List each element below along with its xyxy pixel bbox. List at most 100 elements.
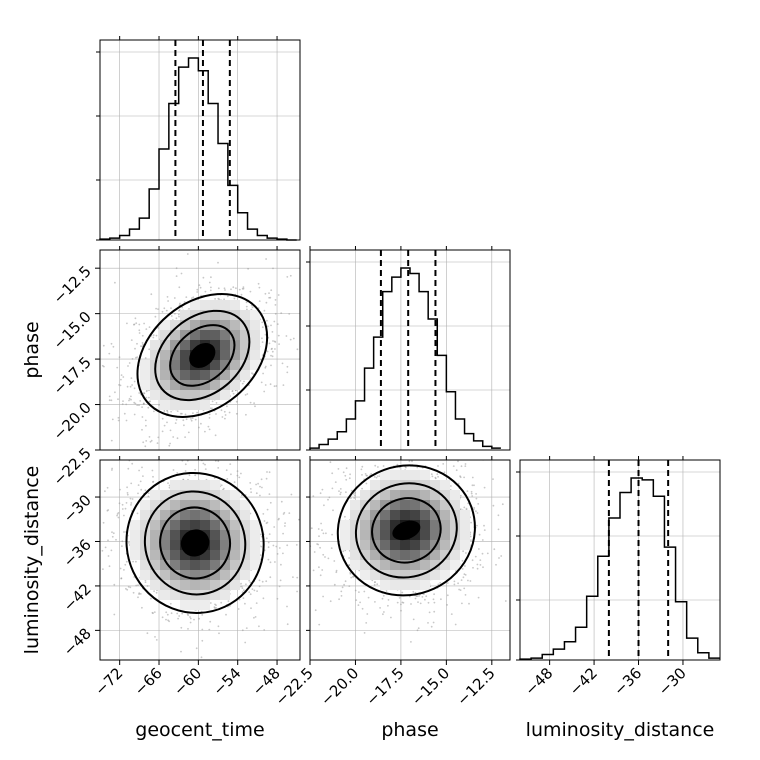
scatter-point — [366, 474, 368, 477]
scatter-point — [373, 476, 376, 478]
scatter-point — [339, 493, 342, 496]
density-cell — [430, 530, 440, 540]
density-cell — [210, 480, 220, 490]
scatter-point — [470, 492, 473, 495]
density-cell — [430, 500, 440, 510]
hist-panel-geocent-time — [96, 39, 301, 241]
scatter-point — [157, 436, 160, 439]
density-cell — [190, 510, 200, 520]
scatter-point — [265, 580, 268, 583]
scatter-point — [469, 535, 472, 538]
density-cell — [180, 360, 190, 370]
density-cell — [150, 390, 160, 400]
scatter-point — [166, 410, 169, 412]
scatter-point — [387, 604, 389, 607]
density-cell — [140, 520, 150, 530]
scatter-point — [198, 426, 200, 429]
scatter-point — [194, 474, 197, 477]
scatter-point — [446, 604, 448, 606]
scatter-point — [269, 383, 272, 386]
scatter-point — [210, 276, 212, 279]
density-cell — [190, 330, 200, 340]
scatter-point — [141, 334, 144, 337]
scatter-point — [354, 494, 356, 497]
scatter-point — [327, 498, 329, 501]
density-cell — [170, 320, 180, 330]
scatter-point — [176, 437, 179, 440]
density-cell — [210, 580, 220, 590]
scatter-point — [233, 297, 236, 300]
scatter-point — [138, 332, 141, 334]
scatter-point — [130, 398, 132, 401]
scatter-point — [345, 491, 347, 494]
density-cell — [180, 510, 190, 520]
scatter-point — [433, 610, 436, 613]
scatter-point — [242, 597, 245, 599]
scatter-point — [170, 612, 173, 615]
scatter-point — [258, 286, 261, 289]
scatter-point — [119, 567, 122, 570]
scatter-point — [125, 502, 128, 504]
scatter-point — [187, 628, 189, 630]
joint-content — [310, 460, 510, 660]
density-cell — [140, 370, 150, 380]
density-cell — [180, 330, 190, 340]
scatter-point — [132, 560, 135, 563]
panel-frame — [99, 459, 301, 661]
scatter-point — [238, 476, 241, 479]
density-cell — [170, 340, 180, 350]
scatter-point — [278, 343, 280, 345]
density-cell — [220, 390, 230, 400]
scatter-point — [145, 396, 148, 399]
scatter-point — [152, 336, 155, 339]
scatter-point — [472, 566, 474, 569]
scatter-point — [467, 502, 470, 505]
scatter-point — [259, 485, 261, 488]
density-cell — [140, 550, 150, 560]
scatter-point — [383, 611, 385, 613]
density-cell — [370, 510, 380, 520]
density-cell — [430, 550, 440, 560]
scatter-point — [375, 476, 378, 479]
density-cell — [160, 380, 170, 390]
scatter-point — [122, 400, 124, 402]
scatter-point — [196, 411, 199, 414]
scatter-point — [312, 495, 315, 497]
density-cell — [180, 570, 190, 580]
scatter-point — [161, 430, 164, 433]
density-cell — [400, 480, 410, 490]
scatter-point — [150, 293, 153, 296]
scatter-point — [250, 607, 252, 610]
scatter-point — [145, 328, 148, 330]
scatter-point — [469, 580, 472, 582]
density-cell — [200, 590, 210, 600]
scatter-point — [277, 518, 280, 521]
scatter-point — [358, 591, 360, 593]
scatter-point — [156, 442, 159, 444]
scatter-point — [215, 402, 218, 404]
scatter-point — [169, 602, 172, 605]
density-cell — [190, 390, 200, 400]
scatter-point — [277, 334, 280, 337]
scatter-point — [175, 418, 178, 421]
scatter-point — [273, 340, 276, 343]
density-cell — [180, 400, 190, 410]
scatter-point — [173, 297, 176, 299]
scatter-point — [204, 290, 207, 293]
scatter-point — [217, 460, 220, 463]
scatter-point — [224, 289, 226, 291]
scatter-point — [319, 574, 322, 577]
scatter-point — [157, 327, 160, 329]
scatter-point — [289, 338, 292, 341]
density-cell — [170, 400, 180, 410]
scatter-point — [418, 595, 420, 597]
scatter-point — [348, 557, 350, 559]
scatter-point — [141, 416, 144, 418]
scatter-point — [440, 598, 442, 601]
density-cell — [240, 350, 250, 360]
scatter-point — [244, 641, 247, 644]
density-cell — [170, 520, 180, 530]
scatter-point — [476, 567, 479, 570]
scatter-point — [349, 473, 351, 476]
scatter-point — [225, 613, 227, 616]
